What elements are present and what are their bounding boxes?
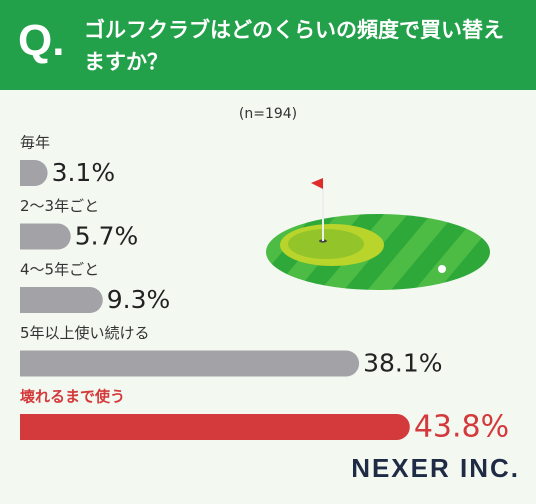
category-label: 毎年 bbox=[20, 134, 50, 152]
value-label: 43.8% bbox=[414, 410, 509, 445]
bar bbox=[20, 223, 71, 250]
value-label: 5.7% bbox=[75, 222, 139, 251]
value-label: 38.1% bbox=[363, 349, 442, 378]
value-label: 3.1% bbox=[52, 158, 116, 187]
chart-title: ゴルフクラブはどのくらいの頻度で買い替えますか？ bbox=[84, 18, 504, 74]
question-mark: Q. bbox=[18, 16, 65, 65]
header: Q. ゴルフクラブはどのくらいの頻度で買い替えますか？ bbox=[0, 0, 536, 90]
golf-illustration bbox=[266, 178, 490, 290]
category-label: 壊れるまで使う bbox=[20, 388, 125, 406]
brand-logo: NEXER INC. bbox=[351, 453, 520, 483]
bar bbox=[20, 287, 103, 313]
bar bbox=[20, 350, 360, 377]
value-label: 9.3% bbox=[107, 285, 171, 314]
category-label: 2〜3年ごと bbox=[20, 197, 99, 215]
category-label: 4〜5年ごと bbox=[20, 261, 99, 279]
category-label: 5年以上使い続ける bbox=[20, 324, 150, 342]
bar bbox=[20, 160, 48, 186]
bar bbox=[20, 414, 410, 440]
subtitle: (n=194) bbox=[239, 106, 297, 122]
